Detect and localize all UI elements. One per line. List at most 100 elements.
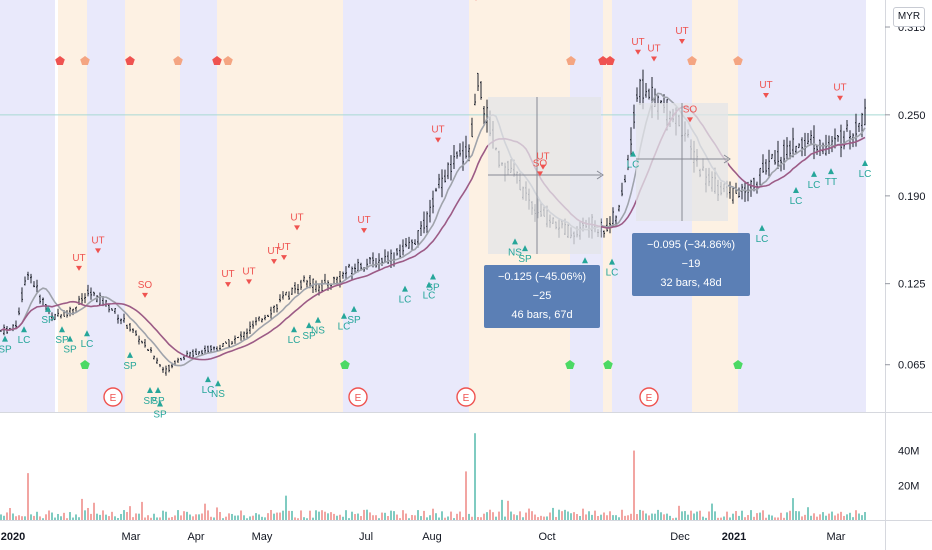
volume-bar — [279, 512, 281, 520]
volume-bar — [66, 518, 68, 520]
volume-bar — [57, 513, 59, 520]
session-band-6 — [343, 0, 469, 412]
volume-bar — [165, 511, 167, 520]
earnings-marker-label-2: E — [463, 393, 470, 404]
signal-arrow-down — [635, 49, 641, 55]
volume-bar — [222, 518, 224, 520]
signal-arrow-up — [59, 326, 65, 333]
volume-bar — [447, 516, 449, 520]
volume-bar — [306, 518, 308, 520]
volume-bar — [843, 515, 845, 520]
earnings-marker-circle-0 — [103, 387, 123, 407]
volume-bar — [441, 511, 443, 520]
volume-bar — [120, 513, 122, 520]
volume-bar — [453, 518, 455, 520]
signal-arrow-down — [837, 95, 843, 101]
volume-bar — [738, 515, 740, 520]
signal-arrow-up — [582, 257, 588, 264]
volume-bar — [393, 511, 395, 520]
volume-bar — [141, 501, 143, 520]
signal-label: LC — [859, 169, 872, 180]
volume-bar — [723, 516, 725, 520]
volume-bar — [807, 507, 809, 520]
pentagon-top-0 — [55, 56, 65, 65]
volume-bar — [186, 511, 188, 520]
volume-bar — [774, 517, 776, 520]
session-band-10 — [603, 0, 612, 412]
earnings-marker-label-1: E — [355, 393, 362, 404]
pentagon-bottom-0 — [80, 360, 90, 369]
volume-bar — [684, 511, 686, 520]
volume-bar — [75, 514, 77, 520]
price-tick-label-2: 0.190 — [898, 191, 926, 203]
signal-label: SP — [41, 315, 55, 326]
signal-label: LC — [18, 335, 31, 346]
signal-arrow-down — [651, 56, 657, 62]
volume-bar — [603, 512, 605, 520]
volume-bar — [552, 507, 554, 520]
volume-bar — [54, 517, 56, 520]
volume-bar — [561, 511, 563, 520]
volume-bar — [24, 516, 26, 520]
volume-bar — [525, 512, 527, 520]
volume-bar — [201, 513, 203, 520]
volume-bar — [570, 513, 572, 520]
measure-1-line1: −0.125 (−45.06%) −25 — [497, 271, 587, 302]
volume-bar — [309, 510, 311, 520]
price-tick-label-1: 0.250 — [898, 110, 926, 122]
signal-label: SP — [347, 315, 361, 326]
volume-bar — [348, 518, 350, 520]
volume-bar — [48, 510, 50, 520]
volume-bar — [45, 514, 47, 520]
volume-bar — [378, 518, 380, 520]
volume-bar — [312, 517, 314, 520]
signal-arrow-up — [426, 281, 432, 288]
volume-bar — [420, 516, 422, 520]
signal-label: SP — [0, 345, 12, 356]
signal-label: LC — [756, 234, 769, 245]
volume-bar — [369, 512, 371, 520]
currency-label[interactable]: MYR — [893, 7, 925, 27]
volume-bar — [735, 511, 737, 520]
signal-arrow-up — [609, 258, 615, 265]
volume-bar — [816, 516, 818, 520]
volume-bar — [663, 514, 665, 520]
measure-2-line1: −0.095 (−34.86%) −19 — [646, 239, 736, 270]
volume-bar — [42, 518, 44, 520]
volume-bar — [108, 516, 110, 520]
volume-bar — [771, 515, 773, 520]
volume-bar — [588, 511, 590, 520]
signal-arrow-down — [142, 292, 148, 298]
signal-label: SP — [63, 345, 77, 356]
signal-label: SP — [153, 409, 167, 420]
signal-arrow-up — [630, 150, 636, 157]
signal-arrow-up — [351, 305, 357, 312]
volume-bar — [813, 513, 815, 520]
signal-arrow-up — [793, 187, 799, 194]
signal-label: LC — [606, 268, 619, 279]
signal-label: UT — [267, 246, 280, 257]
volume-bar — [411, 514, 413, 520]
volume-bar — [30, 514, 32, 520]
volume-bar — [291, 510, 293, 520]
volume-bar — [534, 514, 536, 520]
signal-arrow-up — [84, 330, 90, 337]
volume-bar — [732, 513, 734, 520]
volume-bar — [432, 508, 434, 520]
volume-bar — [231, 513, 233, 520]
signal-label: SP — [302, 331, 316, 342]
volume-bar — [708, 511, 710, 520]
volume-bar — [555, 516, 557, 520]
measure-badge-1: −0.125 (−45.06%) −25 46 bars, 67d — [484, 265, 600, 328]
volume-bar — [174, 515, 176, 520]
volume-bar — [27, 473, 29, 520]
volume-bar — [567, 511, 569, 520]
volume-bar — [96, 513, 98, 520]
signal-arrow-down — [537, 171, 543, 177]
volume-bar — [573, 512, 575, 520]
volume-bar — [480, 517, 482, 520]
volume-bar — [249, 516, 251, 520]
volume-bar — [216, 507, 218, 520]
volume-bar — [405, 513, 407, 520]
